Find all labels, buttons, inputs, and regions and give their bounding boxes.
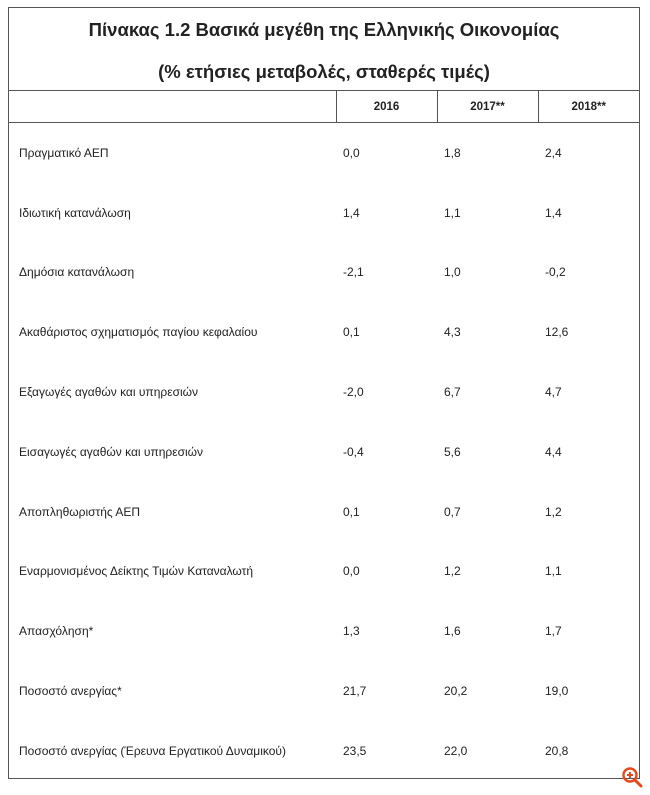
- value-2018: 12,6: [545, 325, 569, 340]
- row-label: Πραγματικό ΑΕΠ: [19, 145, 109, 160]
- row-label: Εναρμονισμένος Δείκτης Τιμών Καταναλωτή: [19, 564, 254, 579]
- table-row: Απασχόληση* 1,3 1,6 1,7: [9, 601, 639, 661]
- row-label: Αποπληθωριστής ΑΕΠ: [19, 504, 141, 519]
- economy-table: 2016 2017** 2018** Πραγματικό ΑΕΠ 0,0 1,8 2…: [9, 91, 639, 781]
- value-2018: 4,4: [545, 444, 562, 459]
- value-2017: 1,0: [444, 265, 461, 280]
- value-2016: 1,4: [343, 205, 360, 220]
- value-2018: 1,1: [545, 564, 562, 579]
- table-title-box: Πίνακας 1.2 Βασικά μεγέθη της Ελληνικής …: [9, 8, 639, 91]
- value-2016: 0,0: [343, 145, 360, 160]
- value-2017: 6,7: [444, 385, 461, 400]
- value-2017: 0,7: [444, 504, 461, 519]
- row-label: Εξαγωγές αγαθών και υπηρεσιών: [19, 385, 199, 400]
- value-2016: 0,0: [343, 564, 360, 579]
- table-row: Εναρμονισμένος Δείκτης Τιμών Καταναλωτή 0…: [9, 542, 639, 602]
- table-row: Εισαγωγές αγαθών και υπηρεσιών -0,4 5,6 4,4: [9, 422, 639, 482]
- value-2017: 1,1: [444, 205, 461, 220]
- value-2017: 1,6: [444, 624, 461, 639]
- header-cell-2018: 2018**: [537, 91, 639, 123]
- value-2016: 1,3: [343, 624, 360, 639]
- value-2017: 22,0: [444, 743, 468, 758]
- header-row: 2016 2017** 2018**: [9, 91, 639, 123]
- table-title: Πίνακας 1.2 Βασικά μεγέθη της Ελληνικής …: [88, 19, 560, 40]
- table-row: Ποσοστό ανεργίας* 21,7 20,2 19,0: [9, 661, 639, 721]
- table-row: Ιδιωτική κατανάλωση 1,4 1,1 1,4: [9, 183, 639, 243]
- value-2016: -2,1: [343, 265, 364, 280]
- row-label: Ποσοστό ανεργίας*: [19, 684, 122, 699]
- value-2016: 0,1: [343, 504, 360, 519]
- zoom-in-icon[interactable]: [620, 765, 644, 789]
- value-2016: -2,0: [343, 385, 364, 400]
- row-label: Εισαγωγές αγαθών και υπηρεσιών: [19, 444, 204, 459]
- value-2017: 1,8: [444, 145, 461, 160]
- value-2016: -0,4: [343, 444, 364, 459]
- value-2016: 23,5: [343, 743, 367, 758]
- row-label: Δημόσια κατανάλωση: [19, 265, 135, 280]
- table-row: Αποπληθωριστής ΑΕΠ 0,1 0,7 1,2: [9, 482, 639, 542]
- table-row: Δημόσια κατανάλωση -2,1 1,0 -0,2: [9, 243, 639, 303]
- value-2017: 1,2: [444, 564, 461, 579]
- value-2018: 20,8: [545, 743, 569, 758]
- table-frame: Πίνακας 1.2 Βασικά μεγέθη της Ελληνικής …: [8, 7, 640, 779]
- value-2017: 5,6: [444, 444, 461, 459]
- row-label: Ακαθάριστος σχηματισμός παγίου κεφαλαίου: [19, 325, 258, 340]
- value-2018: -0,2: [545, 265, 566, 280]
- header-cell-2017: 2017**: [436, 91, 538, 123]
- row-label: Ποσοστό ανεργίας (Έρευνα Εργατικού Δυναμ…: [19, 743, 286, 758]
- value-2018: 2,4: [545, 145, 562, 160]
- value-2018: 1,7: [545, 624, 562, 639]
- table-subtitle: (% ετήσιες μεταβολές, σταθερές τιμές): [158, 61, 490, 82]
- table-row: Ακαθάριστος σχηματισμός παγίου κεφαλαίου…: [9, 302, 639, 362]
- value-2018: 19,0: [545, 684, 569, 699]
- value-2017: 4,3: [444, 325, 461, 340]
- value-2016: 21,7: [343, 684, 367, 699]
- table-row: Εξαγωγές αγαθών και υπηρεσιών -2,0 6,7 4,7: [9, 362, 639, 422]
- row-label: Ιδιωτική κατανάλωση: [19, 205, 131, 220]
- row-label: Απασχόληση*: [19, 624, 94, 639]
- value-2018: 1,2: [545, 504, 562, 519]
- table-row: Ποσοστό ανεργίας (Έρευνα Εργατικού Δυναμ…: [9, 721, 639, 781]
- table-row: Πραγματικό ΑΕΠ 0,0 1,8 2,4: [9, 123, 639, 183]
- value-2016: 0,1: [343, 325, 360, 340]
- header-cell-2016: 2016: [335, 91, 437, 123]
- header-cell-label: [9, 91, 336, 123]
- value-2018: 1,4: [545, 205, 562, 220]
- value-2018: 4,7: [545, 385, 562, 400]
- value-2017: 20,2: [444, 684, 468, 699]
